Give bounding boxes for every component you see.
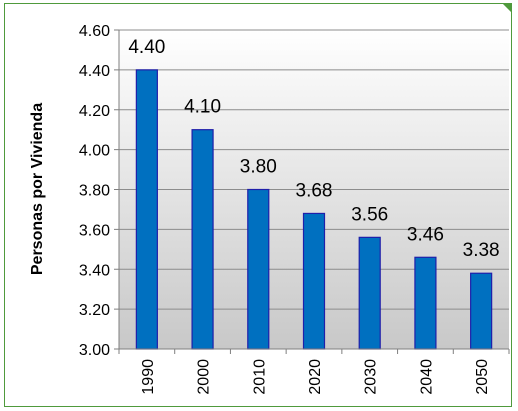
x-tick-label-2030: 2030 — [363, 359, 380, 395]
bars — [135, 69, 493, 350]
data-label-2000: 4.10 — [184, 97, 221, 118]
x-tick-labels: 1990 2000 2010 2020 2030 2040 2050 — [140, 359, 491, 395]
bar-2020 — [302, 212, 326, 350]
y-tick-label: 3.40 — [79, 262, 110, 279]
data-label-2050: 3.38 — [463, 240, 500, 261]
bar-1990 — [135, 69, 158, 350]
data-label-1990: 4.40 — [128, 37, 165, 58]
axes — [114, 29, 510, 354]
frame-corner-marker — [503, 4, 511, 12]
y-axis-label: Personas por Vivienda — [29, 103, 46, 275]
y-tick-label: 3.00 — [79, 342, 110, 359]
y-tick-label: 3.60 — [79, 222, 110, 239]
bar-2050 — [470, 272, 493, 350]
y-tick-label: 3.80 — [79, 183, 110, 200]
bar-2030 — [358, 236, 381, 350]
y-tick-label: 4.20 — [79, 103, 110, 120]
x-tick-label-2000: 2000 — [196, 359, 213, 395]
data-label-2010: 3.80 — [240, 157, 277, 178]
bar-2000 — [191, 129, 214, 350]
data-label-2020: 3.68 — [296, 180, 333, 201]
y-tick-label: 4.00 — [79, 143, 110, 160]
x-tick-label-2010: 2010 — [251, 359, 268, 395]
x-tick-label-2020: 2020 — [307, 359, 324, 395]
x-tick-label-2050: 2050 — [474, 359, 491, 395]
bar-2010 — [247, 188, 270, 350]
y-tick-label: 3.20 — [79, 302, 110, 319]
x-tick-label-2040: 2040 — [418, 359, 435, 395]
bar-2040 — [414, 256, 437, 350]
y-tick-labels: 3.00 3.20 3.40 3.60 3.80 4.00 4.20 4.40 4.60 — [79, 23, 110, 359]
data-label-2040: 3.46 — [407, 224, 444, 245]
data-label-2030: 3.56 — [351, 204, 388, 225]
y-tick-label: 4.40 — [79, 63, 110, 80]
y-tick-label: 4.60 — [79, 23, 110, 40]
x-tick-label-1990: 1990 — [140, 359, 157, 395]
data-labels: 4.40 4.10 3.80 3.68 3.56 3.46 3.38 — [128, 37, 499, 261]
